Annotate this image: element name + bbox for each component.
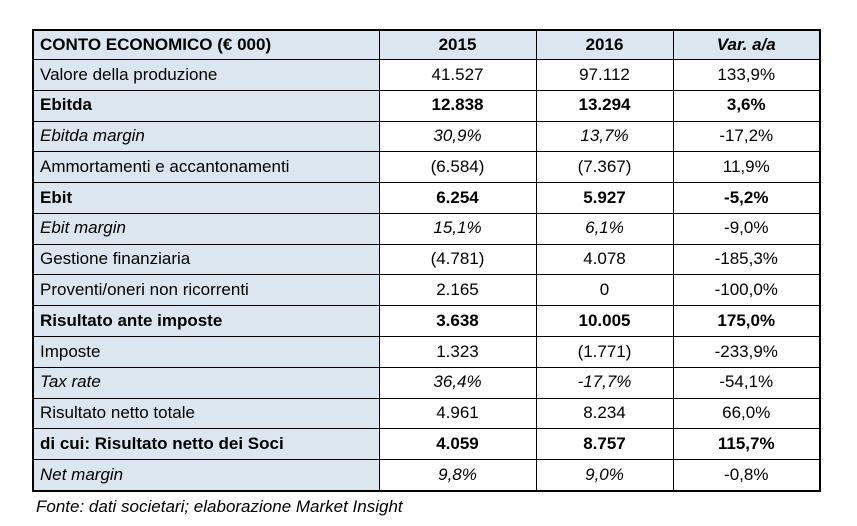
table-row: Net margin 9,8% 9,0% -0,8%	[32, 459, 821, 492]
value-2016: 0	[535, 274, 674, 307]
value-2016: 6,1%	[535, 212, 674, 245]
value-2016: 13.294	[535, 89, 674, 122]
table-row: Ammortamenti e accantonamenti (6.584) (7.3…	[32, 151, 821, 184]
value-2015: 30,9%	[378, 120, 537, 153]
value-var-yoy: -9,0%	[672, 212, 821, 245]
table-row: Proventi/oneri non ricorrenti 2.165 0 -100,…	[32, 274, 821, 307]
value-var-yoy: -54,1%	[672, 366, 821, 399]
value-2015: 2.165	[378, 274, 537, 307]
value-var-yoy: 66,0%	[672, 397, 821, 430]
row-label: Risultato netto totale	[32, 397, 380, 430]
value-2015: 1.323	[378, 336, 537, 368]
value-2016: (1.771)	[535, 336, 674, 368]
row-label: Risultato ante imposte	[32, 305, 380, 338]
value-2015: 12.838	[378, 89, 537, 122]
table-row: Gestione finanziaria (4.781) 4.078 -185,3%	[32, 243, 821, 276]
table-row: Ebit 6.254 5.927 -5,2%	[32, 182, 821, 214]
source-note: Fonte: dati societari; elaborazione Mark…	[36, 497, 403, 516]
row-label: di cui: Risultato netto dei Soci	[32, 428, 380, 461]
row-label: Ammortamenti e accantonamenti	[32, 151, 380, 184]
value-var-yoy: 133,9%	[672, 59, 821, 91]
value-2016: 4.078	[535, 243, 674, 276]
value-var-yoy: 3,6%	[672, 89, 821, 122]
value-2015: 36,4%	[378, 366, 537, 399]
value-2016: (7.367)	[535, 151, 674, 184]
column-header-2016: 2016	[535, 29, 674, 60]
value-2015: 4.961	[378, 397, 537, 430]
column-header-var-yoy: Var. a/a	[672, 29, 821, 60]
value-2015: 4.059	[378, 428, 537, 461]
value-var-yoy: 11,9%	[672, 151, 821, 184]
table-row: Ebitda margin 30,9% 13,7% -17,2%	[32, 120, 821, 153]
row-label: Ebitda	[32, 89, 380, 122]
value-var-yoy: -0,8%	[672, 459, 821, 492]
value-2015: 15,1%	[378, 212, 537, 245]
table-row: Valore della produzione 41.527 97.112 133,9…	[32, 59, 821, 91]
value-2015: 3.638	[378, 305, 537, 338]
table-row: Risultato ante imposte 3.638 10.005 175,0%	[32, 305, 821, 338]
row-label: Ebit	[32, 182, 380, 214]
value-2016: 8.234	[535, 397, 674, 430]
value-2015: (4.781)	[378, 243, 537, 276]
table-row: Tax rate 36,4% -17,7% -54,1%	[32, 366, 821, 399]
value-2016: 10.005	[535, 305, 674, 338]
row-label: Ebit margin	[32, 212, 380, 245]
value-2016: -17,7%	[535, 366, 674, 399]
row-label: Tax rate	[32, 366, 380, 399]
value-2016: 13,7%	[535, 120, 674, 153]
row-label: Proventi/oneri non ricorrenti	[32, 274, 380, 307]
table-row: Ebitda 12.838 13.294 3,6%	[32, 89, 821, 122]
value-2016: 9,0%	[535, 459, 674, 492]
value-2015: (6.584)	[378, 151, 537, 184]
value-2015: 41.527	[378, 59, 537, 91]
value-var-yoy: -233,9%	[672, 336, 821, 368]
column-header-2015: 2015	[378, 29, 537, 60]
value-2015: 9,8%	[378, 459, 537, 492]
table-header-row: CONTO ECONOMICO (€ 000) 2015 2016 Var. a…	[32, 29, 821, 60]
row-label: Valore della produzione	[32, 59, 380, 91]
row-label: Gestione finanziaria	[32, 243, 380, 276]
row-label: Net margin	[32, 459, 380, 492]
value-var-yoy: 175,0%	[672, 305, 821, 338]
value-var-yoy: -100,0%	[672, 274, 821, 307]
value-2016: 97.112	[535, 59, 674, 91]
table-row: Ebit margin 15,1% 6,1% -9,0%	[32, 212, 821, 245]
value-2015: 6.254	[378, 182, 537, 214]
table-row: di cui: Risultato netto dei Soci 4.059 8.7…	[32, 428, 821, 461]
value-2016: 8.757	[535, 428, 674, 461]
table-title: CONTO ECONOMICO (€ 000)	[32, 29, 380, 60]
value-2016: 5.927	[535, 182, 674, 214]
table-row: Risultato netto totale 4.961 8.234 66,0%	[32, 397, 821, 430]
value-var-yoy: -5,2%	[672, 182, 821, 214]
row-label: Ebitda margin	[32, 120, 380, 153]
income-statement-table: CONTO ECONOMICO (€ 000) 2015 2016 Var. a…	[32, 29, 821, 492]
value-var-yoy: -17,2%	[672, 120, 821, 153]
row-label: Imposte	[32, 336, 380, 368]
table-row: Imposte 1.323 (1.771) -233,9%	[32, 336, 821, 368]
value-var-yoy: 115,7%	[672, 428, 821, 461]
value-var-yoy: -185,3%	[672, 243, 821, 276]
